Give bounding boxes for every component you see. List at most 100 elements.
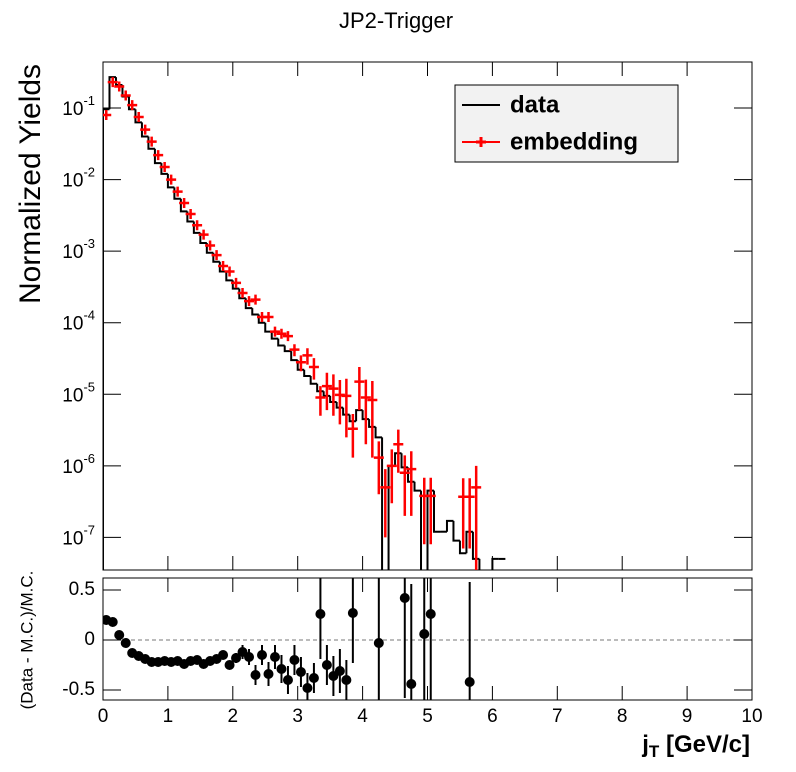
tick-base: 10 (62, 314, 83, 335)
embedding-point (380, 469, 391, 538)
embedding-point (114, 81, 125, 92)
plot-frame (102, 577, 753, 701)
embedding-point (172, 186, 183, 197)
embedding-point (315, 386, 326, 416)
embedding-point (354, 367, 365, 411)
embedding-point (289, 344, 300, 357)
embedding-point (250, 294, 261, 305)
x-tick-label: 3 (292, 706, 303, 727)
ratio-point (231, 653, 242, 663)
embedding-point (205, 240, 216, 251)
embedding-point (185, 209, 196, 220)
ratio-point (263, 669, 274, 679)
tick-exponent: -5 (83, 380, 95, 395)
histogram-bin (458, 540, 467, 555)
tick-base: 10 (62, 457, 83, 478)
legend-marker (476, 137, 486, 147)
ratio-point (373, 638, 384, 648)
embedding-point (166, 174, 177, 185)
ratio-point (114, 630, 125, 640)
embedding-point (276, 328, 287, 339)
embedding-point (153, 150, 164, 161)
histogram-bin (420, 490, 423, 570)
embedding-point (341, 378, 352, 438)
histogram-bin (491, 557, 499, 570)
x-tick-label: 9 (682, 706, 693, 727)
x-axis-label: jT [GeV/c] (641, 731, 750, 761)
embedding-point (237, 288, 248, 299)
embedding-point (224, 266, 235, 277)
histogram-bin (290, 351, 298, 362)
embedding-point (386, 449, 397, 504)
ratio-point (341, 675, 352, 685)
histogram-bin (309, 375, 318, 385)
embedding-point (360, 379, 371, 445)
ratio-point (250, 670, 261, 680)
embedding-point (211, 250, 222, 261)
y-tick-label: 10-6 (62, 451, 95, 478)
embedding-point (192, 220, 203, 231)
embedding-point (263, 312, 274, 323)
tick-base: 10 (62, 242, 83, 263)
embedding-point (218, 261, 229, 272)
ratio-point (224, 660, 235, 670)
tick-exponent: -3 (83, 237, 95, 252)
embedding-point (120, 90, 131, 101)
y-tick-label: 10-7 (62, 523, 95, 550)
histogram-bin (283, 345, 292, 353)
ratio-point (107, 617, 118, 627)
x-tick-label: 8 (617, 706, 628, 727)
x-tick-label: 1 (163, 706, 174, 727)
y-tick-label: 10-4 (62, 308, 95, 335)
embedding-point (282, 331, 293, 342)
legend-label: data (510, 91, 560, 118)
tick-base: 10 (62, 99, 83, 120)
ratio-point (244, 652, 255, 662)
histogram-bin (134, 109, 142, 124)
tick-exponent: -6 (83, 451, 95, 466)
embedding-point (231, 277, 242, 288)
y-tick-label: 0 (84, 629, 95, 650)
ratio-point (295, 667, 306, 677)
embedding-point (302, 348, 313, 365)
y-tick-label: 10-3 (62, 237, 95, 264)
x-tick-label: 7 (552, 706, 563, 727)
y-tick-label: -0.5 (62, 679, 95, 700)
histogram-bin (277, 338, 285, 347)
ratio-point (282, 675, 293, 685)
histogram-bin (264, 322, 272, 333)
legend-box (454, 84, 679, 163)
embedding-point (328, 374, 339, 416)
ratio-point (120, 638, 131, 648)
y-tick-label: 10-5 (62, 380, 95, 407)
ratio-point (308, 673, 319, 683)
embedding-point (399, 455, 410, 516)
ratio-point (334, 666, 345, 676)
histogram-bin (103, 108, 110, 570)
histogram-bin (432, 490, 441, 533)
embedding-point (244, 296, 255, 307)
embedding-point (321, 372, 332, 411)
embedding-point (367, 381, 378, 458)
embedding-point (347, 413, 358, 458)
ratio-point (302, 683, 313, 693)
bottom-plot-area (103, 578, 752, 700)
ratio-point (347, 608, 358, 618)
ratio-point (289, 655, 300, 665)
legend: data embedding (454, 84, 679, 163)
x-tick-label: 0 (98, 706, 109, 727)
histogram-bin (153, 148, 162, 165)
embedding-point (146, 136, 157, 147)
embedding-point (295, 355, 306, 372)
embedding-point (471, 465, 482, 570)
legend-label: embedding (510, 128, 638, 155)
embedding-point (393, 429, 404, 473)
histogram-bin (452, 520, 460, 542)
y-axis-label: Normalized Yields (14, 64, 47, 304)
y-tick-label: 10-1 (62, 93, 95, 120)
ratio-point (276, 664, 287, 674)
embedding-point (127, 100, 138, 111)
ratio-point (399, 593, 410, 603)
histogram-bin (199, 232, 207, 244)
